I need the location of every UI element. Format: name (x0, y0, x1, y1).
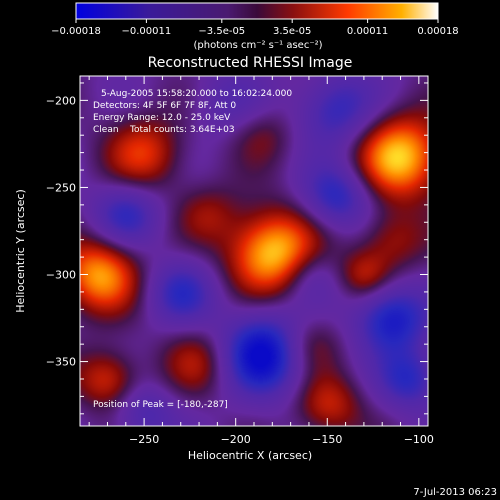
y-tick-label: −300 (46, 269, 76, 282)
y-tick-label: −250 (46, 181, 76, 194)
annotation-energy: Energy Range: 12.0 - 25.0 keV (93, 113, 231, 123)
colorbar-ticks: −0.00018 −0.00011 −3.5e-05 3.5e-05 0.00011 0.… (51, 19, 459, 37)
x-tick-label: −150 (312, 433, 342, 446)
chart-title: Reconstructed RHESSI Image (148, 55, 353, 71)
colorbar-tick-label: −3.5e-05 (198, 26, 245, 37)
y-axis-label: Heliocentric Y (arcsec) (14, 189, 27, 313)
colorbar-tick-label: −0.00018 (51, 26, 101, 37)
colorbar-tick-label: 3.5e-05 (273, 26, 311, 37)
x-tick-label: −200 (221, 433, 251, 446)
annotation-detectors: Detectors: 4F 5F 6F 7F 8F, Att 0 (93, 101, 236, 111)
y-tick-label: −200 (46, 94, 76, 107)
annotation-peak: Position of Peak = [-180,-287] (93, 400, 228, 410)
x-tick-label: −100 (404, 433, 434, 446)
plot-area: −250 −200 −150 −100 −200 −250 −300 −350 5-Aug-2… (46, 75, 434, 446)
annotation-clean: Clean Total counts: 3.64E+03 (93, 125, 235, 135)
x-tick-label: −250 (129, 433, 159, 446)
colorbar: −0.00018 −0.00011 −3.5e-05 3.5e-05 0.00011 0.… (51, 2, 459, 51)
footer-timestamp: 7-Jul-2013 06:23 (413, 487, 497, 498)
colorbar-tick-label: −0.00011 (122, 26, 172, 37)
colorbar-units: (photons cm⁻² s⁻¹ asec⁻²) (193, 40, 322, 51)
axis-ticks: −250 −200 −150 −100 −200 −250 −300 −350 (46, 76, 434, 446)
y-tick-label: −350 (46, 356, 76, 369)
colorbar-tick-label: 0.00011 (347, 26, 388, 37)
colorbar-gradient (75, 2, 439, 20)
heatmap-image (80, 76, 428, 426)
annotation-block: 5-Aug-2005 15:58:20.000 to 16:02:24.000 … (93, 89, 292, 410)
annotation-time: 5-Aug-2005 15:58:20.000 to 16:02:24.000 (101, 89, 292, 99)
colorbar-tick-label: 0.00018 (417, 26, 458, 37)
x-axis-label: Heliocentric X (arcsec) (188, 449, 312, 462)
